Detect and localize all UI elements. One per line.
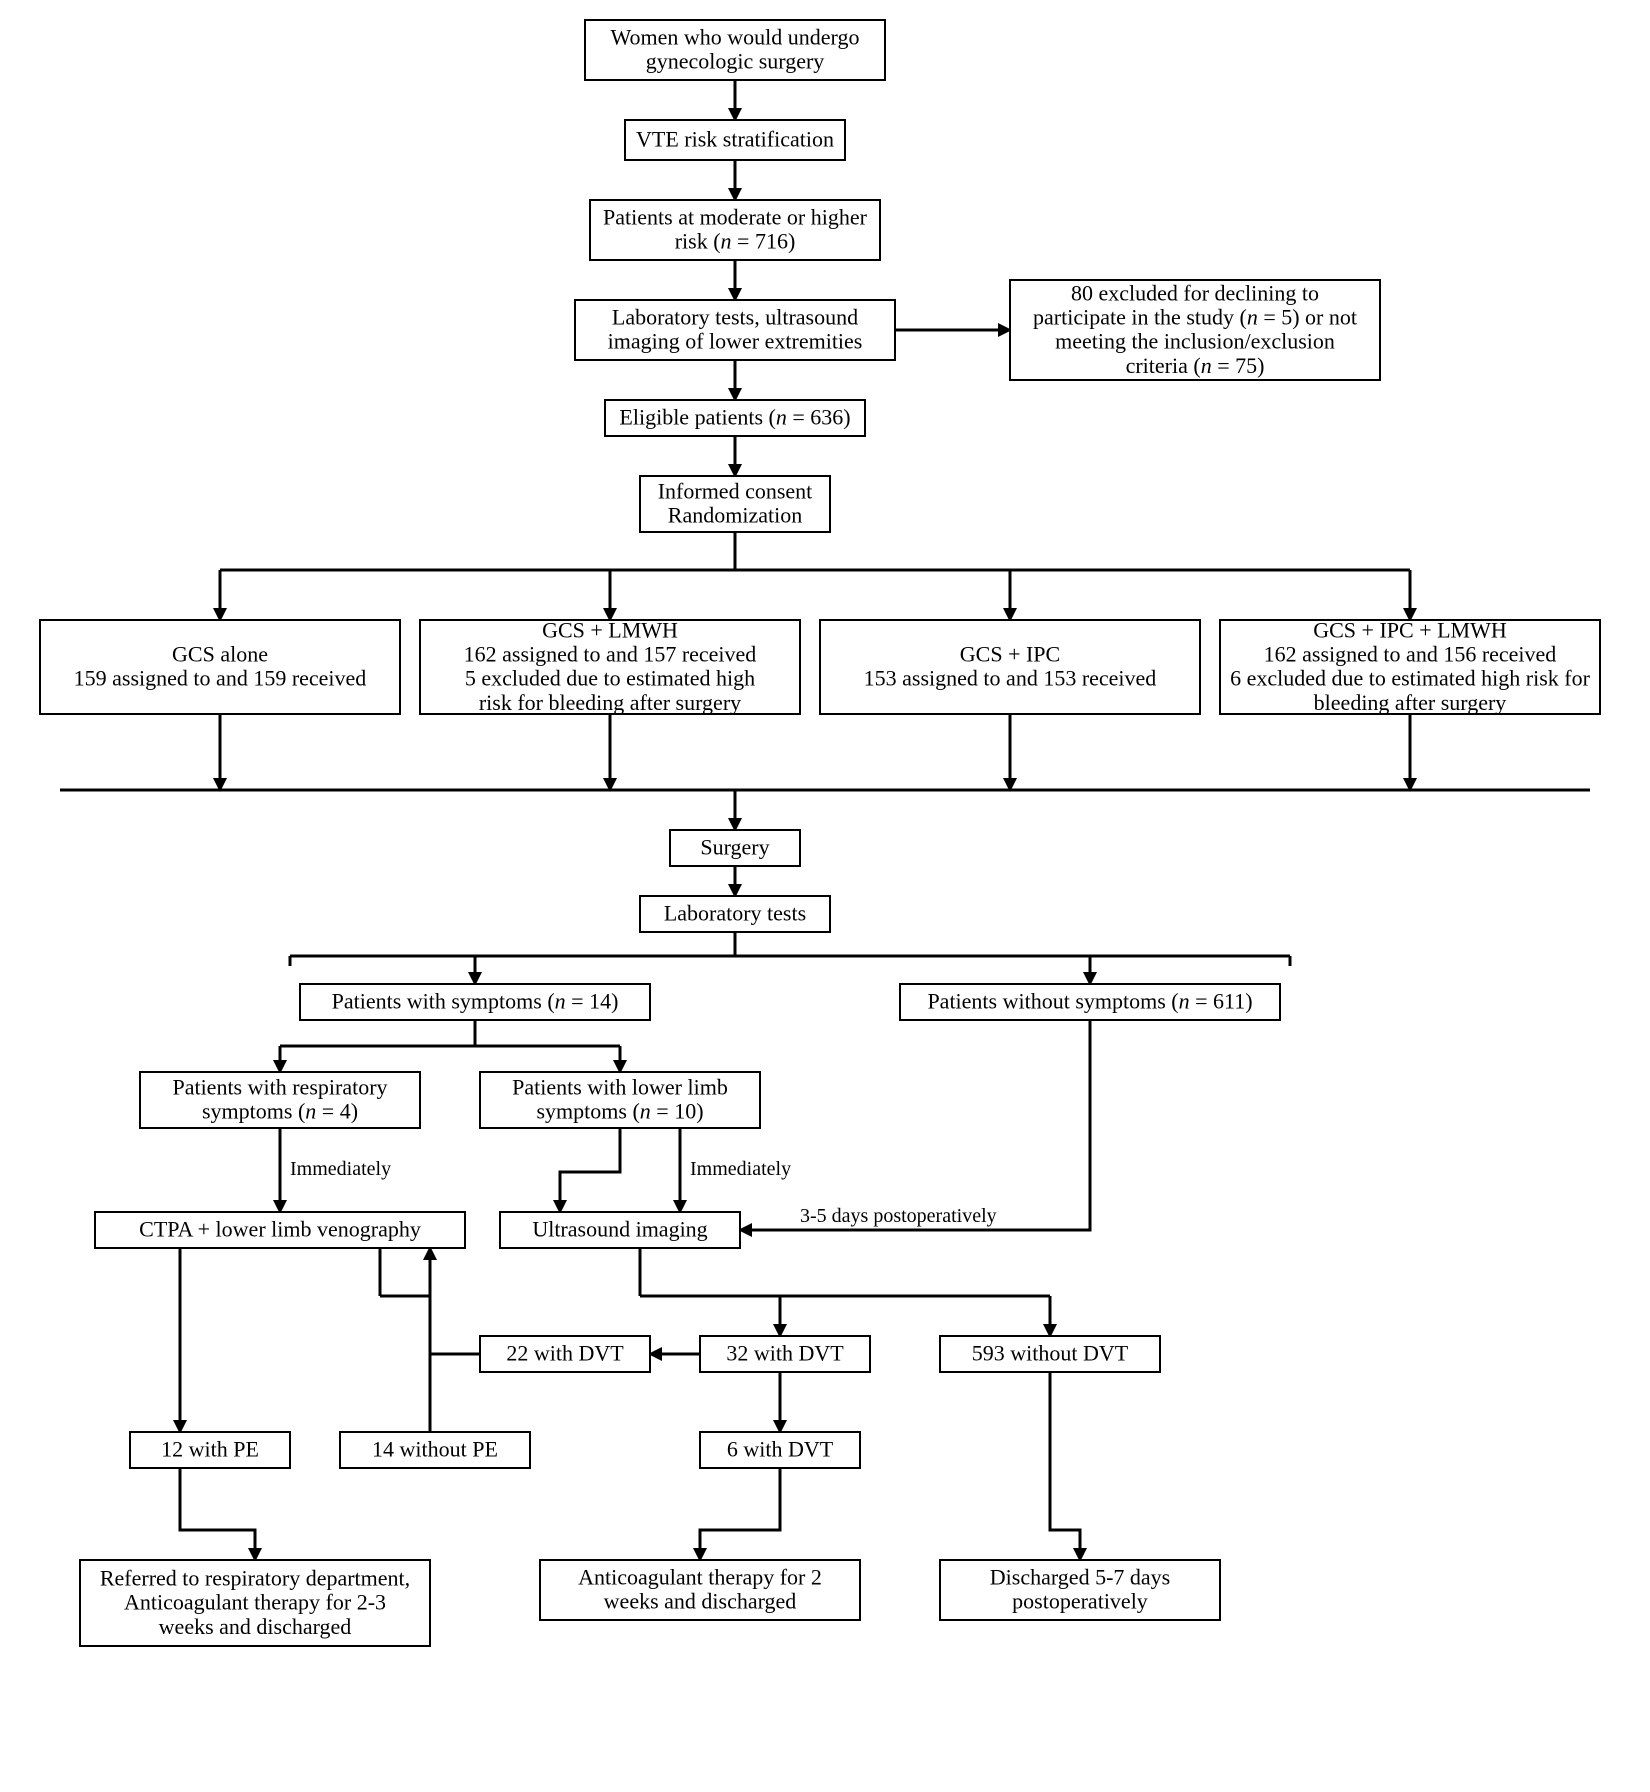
node-text: GCS + LMWH bbox=[542, 617, 678, 642]
node-text: GCS alone bbox=[172, 642, 268, 667]
flow-node: CTPA + lower limb venography bbox=[95, 1212, 465, 1248]
node-text: Ultrasound imaging bbox=[532, 1217, 707, 1242]
flow-node: Women who would undergogynecologic surge… bbox=[585, 20, 885, 80]
flow-node: VTE risk stratification bbox=[625, 120, 845, 160]
node-text: bleeding after surgery bbox=[1314, 690, 1507, 715]
flow-node: 14 without PE bbox=[340, 1432, 530, 1468]
node-text: 32 with DVT bbox=[726, 1341, 844, 1366]
flow-node: GCS + IPC + LMWH162 assigned to and 156 … bbox=[1220, 617, 1600, 715]
node-text: 159 assigned to and 159 received bbox=[74, 666, 367, 691]
flow-node: 80 excluded for declining toparticipate … bbox=[1010, 280, 1380, 380]
flow-node: GCS + IPC153 assigned to and 153 receive… bbox=[820, 620, 1200, 714]
node-text: Patients with respiratory bbox=[172, 1075, 387, 1100]
node-text: risk (n = 716) bbox=[675, 229, 796, 254]
flow-node: Patients with symptoms (n = 14) bbox=[300, 984, 650, 1020]
flow-node: Patients at moderate or higherrisk (n = … bbox=[590, 200, 880, 260]
flow-node: 32 with DVT bbox=[700, 1336, 870, 1372]
node-text: 6 with DVT bbox=[727, 1437, 834, 1462]
node-text: GCS + IPC bbox=[960, 642, 1060, 667]
node-text: risk for bleeding after surgery bbox=[479, 690, 741, 715]
flow-node: Patients with lower limbsymptoms (n = 10… bbox=[480, 1072, 760, 1128]
node-text: 593 without DVT bbox=[972, 1341, 1129, 1366]
flow-node: 22 with DVT bbox=[480, 1336, 650, 1372]
node-text: 162 assigned to and 156 received bbox=[1264, 642, 1557, 667]
flow-node: Patients without symptoms (n = 611) bbox=[900, 984, 1280, 1020]
node-text: VTE risk stratification bbox=[636, 127, 834, 152]
flow-node: Informed consentRandomization bbox=[640, 476, 830, 532]
node-text: Patients with lower limb bbox=[512, 1075, 728, 1100]
flow-edge bbox=[1050, 1372, 1080, 1560]
node-text: Anticoagulant therapy for 2 bbox=[578, 1565, 822, 1590]
flowchart-canvas: Immediately Immediately 3-5 days postopera… bbox=[0, 0, 1650, 1792]
flow-node: 593 without DVT bbox=[940, 1336, 1160, 1372]
flow-node: Laboratory tests bbox=[640, 896, 830, 932]
node-text: GCS + IPC + LMWH bbox=[1313, 617, 1507, 642]
flow-node: Anticoagulant therapy for 2weeks and dis… bbox=[540, 1560, 860, 1620]
flow-edge bbox=[700, 1468, 780, 1560]
node-text: 5 excluded due to estimated high bbox=[465, 666, 755, 691]
node-text: Laboratory tests, ultrasound bbox=[612, 305, 858, 330]
node-text: symptoms (n = 4) bbox=[202, 1099, 358, 1124]
node-text: symptoms (n = 10) bbox=[536, 1099, 703, 1124]
edge-label: Immediately bbox=[690, 1158, 791, 1180]
node-text: Informed consent bbox=[658, 479, 813, 504]
node-text: 153 assigned to and 153 received bbox=[864, 666, 1157, 691]
flow-node: 6 with DVT bbox=[700, 1432, 860, 1468]
flow-node: Laboratory tests, ultrasoundimaging of l… bbox=[575, 300, 895, 360]
flow-node: Discharged 5-7 dayspostoperatively bbox=[940, 1560, 1220, 1620]
flow-edge bbox=[560, 1128, 620, 1212]
flow-node: Surgery bbox=[670, 830, 800, 866]
node-text: 22 with DVT bbox=[506, 1341, 624, 1366]
node-text: Referred to respiratory department, bbox=[100, 1565, 410, 1590]
node-text: Patients with symptoms (n = 14) bbox=[332, 989, 619, 1014]
flow-node: GCS + LMWH162 assigned to and 157 receiv… bbox=[420, 617, 800, 715]
node-text: Anticoagulant therapy for 2-3 bbox=[124, 1590, 386, 1615]
node-text: Surgery bbox=[700, 835, 769, 860]
edge-label: 3-5 days postoperatively bbox=[800, 1205, 997, 1227]
node-text: CTPA + lower limb venography bbox=[139, 1217, 421, 1242]
flow-edge bbox=[180, 1468, 255, 1560]
node-text: 162 assigned to and 157 received bbox=[464, 642, 757, 667]
node-text: 80 excluded for declining to bbox=[1071, 280, 1319, 305]
flow-node: Ultrasound imaging bbox=[500, 1212, 740, 1248]
node-text: criteria (n = 75) bbox=[1126, 353, 1265, 378]
node-text: gynecologic surgery bbox=[646, 49, 825, 74]
flow-node: Eligible patients (n = 636) bbox=[605, 400, 865, 436]
node-text: Laboratory tests bbox=[664, 901, 806, 926]
node-text: imaging of lower extremities bbox=[608, 329, 863, 354]
node-text: postoperatively bbox=[1012, 1589, 1148, 1614]
node-text: Women who would undergo bbox=[611, 25, 860, 50]
flow-edge bbox=[740, 1020, 1090, 1230]
node-text: weeks and discharged bbox=[159, 1614, 352, 1639]
node-text: 14 without PE bbox=[372, 1437, 498, 1462]
flow-node: Patients with respiratorysymptoms (n = 4… bbox=[140, 1072, 420, 1128]
flow-node: 12 with PE bbox=[130, 1432, 290, 1468]
node-text: Eligible patients (n = 636) bbox=[619, 405, 850, 430]
node-text: Patients without symptoms (n = 611) bbox=[927, 989, 1252, 1014]
flow-node: GCS alone159 assigned to and 159 receive… bbox=[40, 620, 400, 714]
flow-node: Referred to respiratory department,Antic… bbox=[80, 1560, 430, 1646]
node-text: weeks and discharged bbox=[604, 1589, 797, 1614]
node-text: Patients at moderate or higher bbox=[603, 205, 868, 230]
node-text: 6 excluded due to estimated high risk fo… bbox=[1230, 666, 1591, 691]
node-text: 12 with PE bbox=[161, 1437, 259, 1462]
node-text: participate in the study (n = 5) or not bbox=[1033, 305, 1357, 330]
edge-label: Immediately bbox=[290, 1158, 391, 1180]
node-text: meeting the inclusion/exclusion bbox=[1055, 329, 1335, 354]
node-text: Randomization bbox=[668, 503, 802, 528]
node-text: Discharged 5-7 days bbox=[990, 1565, 1170, 1590]
